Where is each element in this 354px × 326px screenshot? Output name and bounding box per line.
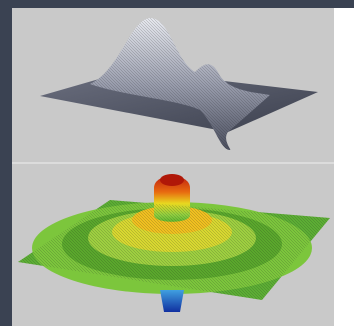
peak-top (160, 174, 184, 186)
ripple-mesh (18, 200, 330, 300)
gray-surface (40, 18, 318, 150)
top-bar (0, 0, 354, 8)
dip (160, 290, 184, 312)
left-bar (0, 0, 12, 326)
ripple-surface (18, 174, 330, 312)
surface-mesh (90, 18, 270, 150)
